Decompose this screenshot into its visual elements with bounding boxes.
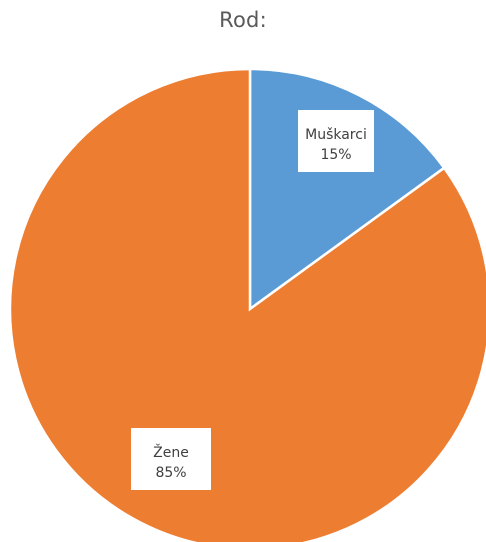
data-label-2: Žene 85% bbox=[131, 428, 211, 490]
data-label-box bbox=[298, 110, 374, 172]
data-label-category: Muškarci bbox=[305, 127, 367, 143]
pie-slices bbox=[8, 67, 486, 542]
data-label-box bbox=[131, 428, 211, 490]
chart-title: Rod: bbox=[219, 8, 267, 32]
data-label-category: Žene bbox=[153, 443, 189, 461]
data-label-percent: 15% bbox=[320, 147, 351, 163]
data-label-1: Muškarci 15% bbox=[298, 110, 374, 172]
data-label-percent: 85% bbox=[155, 465, 186, 481]
pie-data-labels: Muškarci 15% Žene 85% bbox=[131, 110, 374, 490]
